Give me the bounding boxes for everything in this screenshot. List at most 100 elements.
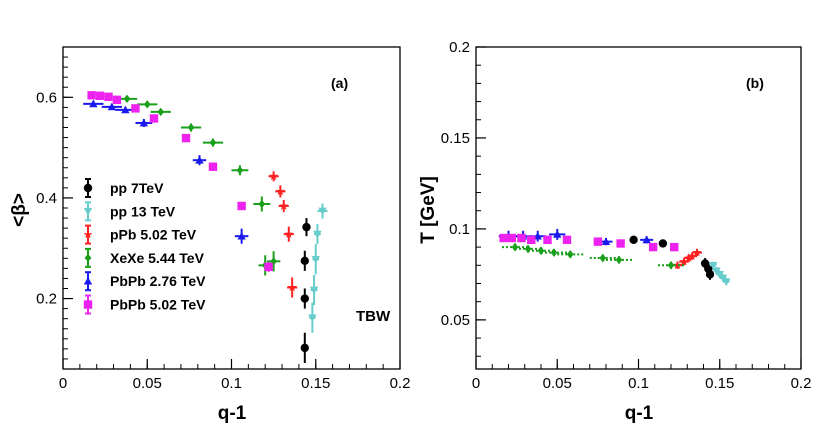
panel-b-label: (b): [746, 75, 764, 91]
panel-b-axes: 0 0.05 0.1 0.15 0.2 0.05 0.1 0.15 0.2: [441, 39, 812, 392]
data-point: [300, 256, 309, 266]
data-point: [543, 235, 552, 245]
legend-entry: PbPb 2.76 TeV: [83, 271, 206, 292]
data-point: [149, 114, 159, 123]
data-point: [684, 253, 694, 262]
y-tick-label: 0.05: [441, 312, 470, 329]
x-tick-label: 0.05: [133, 375, 162, 392]
series-ppb-5-02-tev: [672, 248, 702, 269]
legend-label: pp 13 TeV: [110, 203, 176, 219]
x-tick-label: 0: [59, 375, 67, 392]
legend-entry: PbPb 5.02 TeV: [83, 294, 206, 315]
x-tick-label: 0: [472, 375, 480, 392]
series-pp-7tev: [300, 218, 311, 363]
data-point: [527, 235, 536, 245]
data-point: [112, 95, 122, 105]
data-point: [667, 261, 675, 270]
panel-b-ylabel: T [GeV]: [418, 176, 439, 244]
data-point: [616, 239, 625, 248]
data-point: [187, 123, 195, 132]
data-point: [237, 231, 246, 240]
data-point: [648, 242, 658, 252]
data-point: [550, 248, 558, 257]
data-point: [524, 244, 532, 254]
legend-label: PbPb 5.02 TeV: [110, 297, 206, 313]
y-tick-label: 0.6: [36, 89, 57, 106]
y-tick-label: 0.15: [441, 130, 470, 147]
data-point: [658, 239, 668, 248]
data-point: [208, 162, 218, 171]
x-tick-label: 0.1: [628, 375, 649, 392]
panel-a-xlabel: q-1: [218, 403, 247, 424]
data-point: [705, 270, 715, 279]
x-tick-label: 0.2: [791, 375, 812, 392]
data-point: [593, 237, 603, 246]
series-ppb-5-02-tev: [268, 171, 298, 298]
data-point: [300, 343, 309, 353]
legend-marker: [83, 277, 93, 285]
panel-a-ylabel: <β>: [9, 193, 30, 227]
x-tick-label: 0.05: [543, 375, 572, 392]
data-point: [722, 278, 731, 286]
y-tick-label: 0.1: [449, 221, 470, 238]
data-point: [87, 91, 96, 100]
legend-label: XeXe 5.44 TeV: [110, 250, 205, 266]
y-tick-label: 0.2: [449, 39, 470, 56]
panel-b: 0 0.05 0.1 0.15 0.2 0.05 0.1 0.15 0.2 (b) q-1 T …: [418, 39, 811, 424]
data-point: [237, 201, 246, 211]
legend-entry: XeXe 5.44 TeV: [84, 247, 205, 268]
data-point: [692, 248, 702, 257]
panel-b-xlabel: q-1: [625, 403, 654, 424]
data-point: [157, 107, 165, 117]
data-point: [533, 231, 542, 240]
legend-marker: [83, 183, 93, 193]
panel-a-label: (a): [331, 75, 348, 91]
data-point: [284, 229, 294, 238]
data-point: [279, 201, 289, 210]
data-point: [313, 230, 322, 239]
data-point: [642, 235, 651, 244]
panel-a-annotation: TBW: [356, 308, 391, 325]
series-pp-13-tev: [308, 203, 328, 333]
data-point: [302, 222, 311, 232]
data-point: [566, 250, 574, 259]
x-tick-label: 0.15: [705, 375, 734, 392]
data-point: [258, 199, 266, 209]
legend-label: pPb 5.02 TeV: [110, 227, 197, 243]
series-pp-7tev: [629, 235, 715, 280]
series-pp-13-tev: [709, 261, 731, 286]
data-point: [131, 104, 140, 113]
legend-marker: [83, 300, 93, 309]
data-point: [599, 253, 607, 263]
data-point: [104, 92, 113, 102]
data-point: [687, 251, 697, 260]
series-pbpb-5-02-tev: [499, 233, 679, 252]
data-point: [311, 255, 320, 264]
x-tick-label: 0.2: [390, 375, 411, 392]
legend-entry: pp 13 TeV: [83, 201, 176, 222]
legend-marker: [83, 207, 93, 216]
data-point: [507, 233, 516, 243]
data-point: [308, 314, 317, 322]
data-point: [143, 100, 151, 109]
data-point: [615, 255, 623, 265]
data-point: [269, 171, 278, 180]
panel-a-plot-area: [83, 91, 328, 363]
data-point: [517, 233, 526, 243]
legend-marker: [84, 253, 92, 263]
legend-entry: pPb 5.02 TeV: [83, 224, 197, 245]
data-point: [300, 294, 309, 303]
data-point: [89, 99, 98, 108]
data-point: [318, 207, 327, 216]
legend-label: pp 7TeV: [110, 180, 164, 196]
data-point: [139, 118, 149, 127]
panel-b-plot-area: [498, 228, 731, 286]
data-point: [499, 233, 508, 243]
data-point: [95, 91, 105, 101]
legend-marker: [83, 230, 93, 239]
data-point: [264, 262, 273, 272]
y-tick-label: 0.4: [36, 190, 57, 207]
series-pbpb-5-02-tev: [87, 91, 273, 272]
data-point: [511, 242, 519, 252]
